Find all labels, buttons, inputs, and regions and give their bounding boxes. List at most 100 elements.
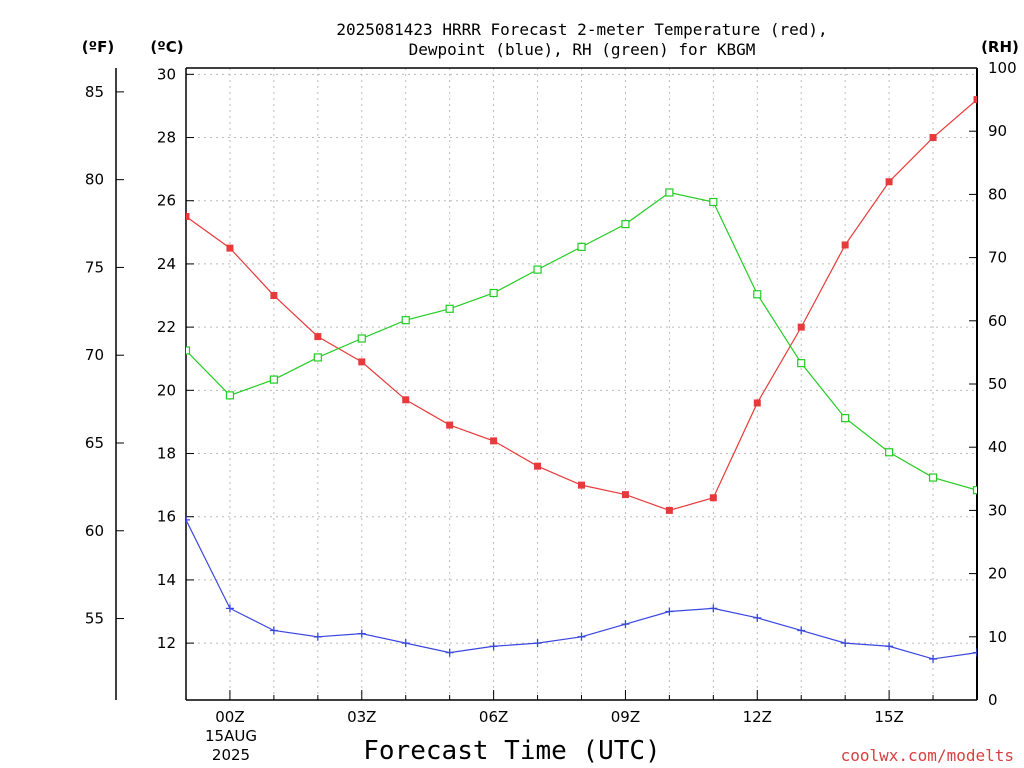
point-temperature-13 (753, 399, 761, 407)
point-rh-15 (841, 414, 850, 423)
point-rh-18 (972, 486, 977, 495)
point-rh-9 (577, 242, 586, 251)
fahrenheit-tick-label-85: 85 (85, 83, 104, 101)
celsius-tick-label-22: 22 (157, 318, 176, 336)
point-dewpoint-2 (269, 626, 278, 635)
point-temperature-10 (621, 491, 629, 499)
point-temperature-7 (490, 437, 498, 445)
rh-tick-label-20: 20 (988, 565, 1007, 583)
fahrenheit-tick-label-65: 65 (85, 434, 104, 452)
point-rh-17 (928, 473, 938, 482)
x-tick-label-12Z: 12Z (743, 708, 772, 726)
point-rh-16 (885, 448, 894, 457)
chart-title-line1: 2025081423 HRRR Forecast 2-meter Tempera… (336, 20, 827, 39)
x-tick-label-15Z: 15Z (874, 708, 903, 726)
fahrenheit-tick-label-75: 75 (85, 258, 104, 276)
celsius-unit-label: (ºC) (150, 38, 183, 56)
celsius-tick-label-14: 14 (157, 571, 176, 589)
point-dewpoint-12 (709, 604, 718, 613)
point-temperature-9 (578, 481, 585, 489)
celsius-tick-label-12: 12 (157, 634, 176, 652)
fahrenheit-unit-label: (ºF) (82, 38, 114, 56)
grid (186, 68, 977, 700)
celsius-tick-label-20: 20 (157, 381, 176, 399)
point-dewpoint-9 (577, 632, 586, 641)
fahrenheit-tick-label-80: 80 (85, 171, 104, 189)
point-temperature-3 (314, 333, 322, 341)
rh-tick-label-70: 70 (988, 249, 1007, 267)
chart-title-line2: Dewpoint (blue), RH (green) for KBGM (409, 40, 756, 59)
point-temperature-2 (270, 292, 278, 300)
point-dewpoint-4 (357, 629, 366, 638)
point-dewpoint-11 (665, 607, 674, 616)
point-temperature-0 (186, 213, 190, 221)
point-temperature-12 (709, 494, 717, 502)
point-dewpoint-5 (401, 639, 410, 648)
x-tick-label-00Z: 00Z (215, 708, 244, 726)
point-dewpoint-13 (753, 613, 762, 622)
point-rh-19 (1017, 501, 1024, 508)
point-dewpoint-3 (313, 632, 322, 641)
point-dewpoint-15 (841, 639, 850, 648)
point-dewpoint-0 (186, 515, 190, 524)
rh-unit-label: (RH) (981, 38, 1019, 56)
point-rh-6 (445, 304, 454, 313)
series-dewpoint (186, 515, 1024, 663)
series-line-dewpoint (186, 519, 977, 660)
point-dewpoint-18 (973, 648, 977, 657)
celsius-tick-label-30: 30 (157, 65, 176, 83)
point-dewpoint-19 (1017, 639, 1024, 647)
point-rh-3 (313, 353, 322, 362)
credit-text: coolwx.com/modelts (841, 746, 1014, 765)
point-rh-2 (269, 375, 278, 384)
point-rh-10 (621, 220, 630, 229)
point-dewpoint-1 (225, 604, 234, 613)
point-rh-5 (401, 316, 410, 325)
point-rh-4 (357, 334, 366, 343)
point-dewpoint-14 (797, 626, 806, 635)
x-tick-label-06Z: 06Z (479, 708, 508, 726)
x-tick-label-03Z: 03Z (347, 708, 376, 726)
point-temperature-1 (226, 244, 234, 252)
series-temperature (186, 96, 977, 514)
point-rh-1 (225, 391, 235, 400)
rh-tick-label-80: 80 (988, 185, 1007, 203)
point-rh-11 (665, 188, 674, 197)
series-rh (186, 188, 1024, 508)
point-rh-13 (753, 290, 762, 299)
x-axis-label: Forecast Time (UTC) (363, 736, 660, 766)
point-dewpoint-16 (885, 642, 894, 651)
x-date-label-line1: 15AUG (205, 727, 257, 745)
point-rh-0 (186, 346, 191, 355)
point-temperature-11 (665, 506, 673, 514)
point-temperature-17 (929, 134, 937, 142)
fahrenheit-tick-label-70: 70 (85, 346, 104, 364)
rh-tick-label-10: 10 (988, 628, 1007, 646)
series-line-rh (186, 191, 977, 491)
x-date-label-line2: 2025 (212, 746, 250, 764)
point-temperature-5 (402, 396, 410, 404)
celsius-tick-label-18: 18 (157, 445, 176, 463)
point-temperature-4 (358, 358, 366, 366)
axes: 55 60 65 70 75 80 85 12 14 16 18 20 22 24 26 28 30 0 10 20 3… (85, 59, 1017, 726)
rh-tick-label-60: 60 (988, 312, 1007, 330)
point-temperature-8 (534, 462, 542, 470)
x-tick-label-09Z: 09Z (611, 708, 640, 726)
point-rh-7 (489, 288, 498, 298)
point-temperature-6 (446, 421, 454, 429)
point-dewpoint-7 (489, 642, 498, 651)
point-temperature-15 (841, 241, 849, 249)
rh-tick-label-30: 30 (988, 501, 1007, 519)
celsius-tick-label-28: 28 (157, 129, 176, 147)
point-rh-8 (533, 265, 542, 274)
rh-tick-label-0: 0 (988, 691, 998, 709)
point-rh-14 (797, 359, 806, 368)
series-line-temperature (186, 98, 977, 512)
rh-tick-label-40: 40 (988, 438, 1007, 456)
rh-tick-label-100: 100 (988, 59, 1017, 77)
celsius-tick-label-26: 26 (157, 192, 176, 210)
point-temperature-18 (973, 96, 977, 104)
point-dewpoint-10 (621, 620, 630, 629)
rh-tick-label-50: 50 (988, 375, 1007, 393)
